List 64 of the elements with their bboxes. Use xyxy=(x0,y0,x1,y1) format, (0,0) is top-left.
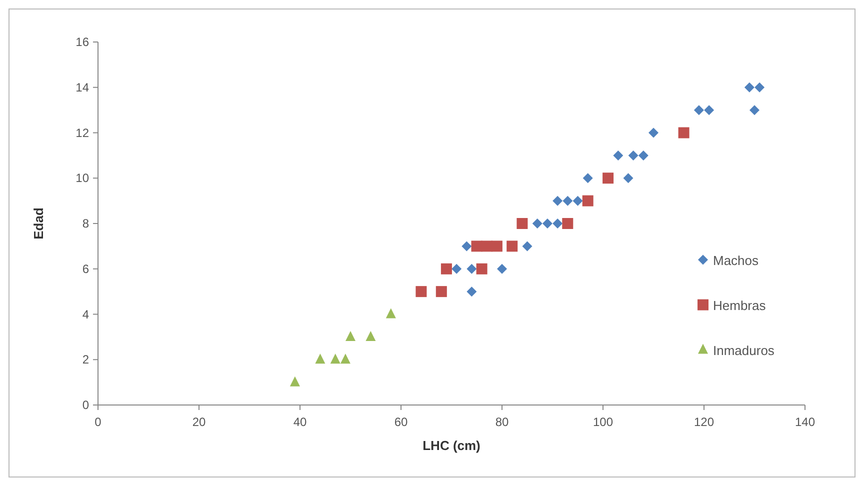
point xyxy=(452,264,462,274)
x-tick-label: 60 xyxy=(394,415,408,429)
y-tick-label: 10 xyxy=(76,171,90,186)
point xyxy=(462,241,472,252)
x-axis-title: LHC (cm) xyxy=(422,438,480,453)
point xyxy=(750,105,760,116)
point xyxy=(476,263,488,274)
point xyxy=(678,127,690,138)
point xyxy=(552,196,563,206)
point xyxy=(340,354,350,364)
point xyxy=(440,263,452,274)
point xyxy=(582,173,593,184)
legend-label: Inmaduros xyxy=(713,342,775,358)
point xyxy=(582,195,594,206)
y-tick-label: 4 xyxy=(82,307,90,322)
legend-label: Hembras xyxy=(713,298,766,313)
point xyxy=(623,173,634,184)
point xyxy=(436,286,447,298)
point xyxy=(602,172,614,184)
y-tick-label: 14 xyxy=(76,80,90,94)
point xyxy=(416,286,427,298)
point xyxy=(516,218,528,229)
x-tick-label: 140 xyxy=(794,415,816,429)
y-tick-label: 6 xyxy=(82,262,90,276)
point xyxy=(532,218,542,228)
y-tick-label: 12 xyxy=(76,126,90,140)
point xyxy=(562,218,574,229)
y-axis-title: Edad xyxy=(31,208,46,240)
x-tick-label: 20 xyxy=(192,415,206,429)
y-tick-label: 0 xyxy=(82,398,90,412)
y-tick-label: 16 xyxy=(76,35,90,49)
point xyxy=(466,264,477,274)
point xyxy=(552,218,563,228)
x-tick-label: 120 xyxy=(694,415,714,429)
point xyxy=(638,150,648,160)
point xyxy=(366,330,376,341)
point xyxy=(522,241,532,252)
point xyxy=(542,218,552,228)
y-tick-label: 2 xyxy=(82,352,90,367)
point xyxy=(648,128,658,138)
x-tick-label: 0 xyxy=(94,415,102,429)
point xyxy=(491,240,502,252)
point xyxy=(694,105,704,116)
point xyxy=(744,82,754,92)
point xyxy=(497,264,507,274)
point xyxy=(754,82,765,92)
point xyxy=(704,105,714,116)
y-tick-label: 8 xyxy=(82,216,90,230)
point xyxy=(471,240,482,252)
point xyxy=(290,376,300,386)
x-tick-label: 40 xyxy=(293,415,307,429)
point xyxy=(386,308,396,318)
x-tick-label: 100 xyxy=(592,415,614,429)
legend-label: Machos xyxy=(713,252,760,268)
point xyxy=(330,354,340,364)
point xyxy=(315,354,326,364)
point xyxy=(506,240,518,252)
point xyxy=(572,196,583,206)
point xyxy=(628,150,638,160)
point xyxy=(562,196,573,206)
point xyxy=(466,286,477,297)
point xyxy=(613,150,624,160)
point xyxy=(346,330,356,341)
x-tick-label: 80 xyxy=(495,415,509,429)
